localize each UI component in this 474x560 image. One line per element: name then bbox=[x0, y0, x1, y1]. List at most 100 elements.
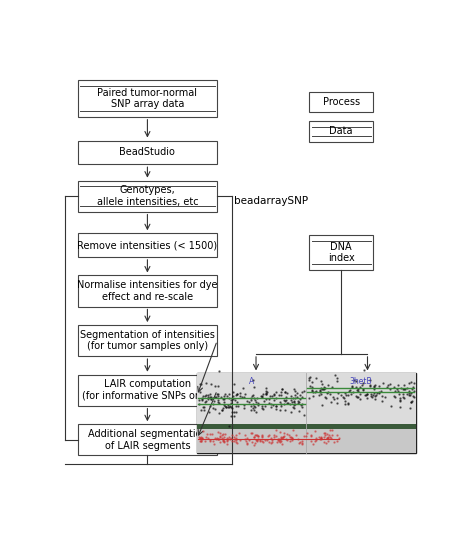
Point bbox=[399, 393, 407, 402]
Point bbox=[273, 394, 280, 403]
Point bbox=[286, 432, 294, 441]
Point bbox=[304, 429, 311, 438]
Point bbox=[315, 433, 322, 442]
Point bbox=[277, 402, 284, 410]
Point bbox=[198, 395, 206, 404]
Point bbox=[223, 436, 231, 445]
Point bbox=[341, 394, 348, 403]
Point bbox=[292, 386, 299, 395]
Point bbox=[248, 428, 255, 437]
Point bbox=[328, 397, 335, 406]
Text: Segmentation of intensities
(for tumor samples only): Segmentation of intensities (for tumor s… bbox=[80, 330, 215, 351]
Point bbox=[298, 393, 305, 402]
Point bbox=[229, 388, 237, 396]
Point bbox=[410, 379, 418, 388]
Point bbox=[369, 391, 377, 400]
Point bbox=[228, 430, 236, 439]
Point bbox=[290, 403, 298, 412]
Point bbox=[196, 433, 204, 442]
Point bbox=[258, 431, 265, 440]
Point bbox=[214, 390, 221, 399]
Point bbox=[250, 394, 257, 403]
Point bbox=[344, 391, 351, 400]
Point bbox=[359, 384, 367, 393]
Point bbox=[252, 396, 259, 405]
Text: 3hetB: 3hetB bbox=[350, 377, 372, 386]
Point bbox=[224, 433, 231, 442]
Point bbox=[310, 391, 317, 400]
Point bbox=[232, 407, 239, 416]
Point bbox=[290, 385, 298, 394]
Point bbox=[397, 403, 404, 412]
Point bbox=[321, 393, 328, 402]
Point bbox=[254, 432, 262, 441]
Point bbox=[334, 389, 342, 398]
Point bbox=[264, 387, 271, 396]
Point bbox=[263, 390, 270, 399]
Point bbox=[334, 376, 341, 385]
Point bbox=[271, 389, 278, 398]
Point bbox=[273, 432, 280, 441]
Point bbox=[333, 430, 341, 439]
Bar bbox=[309, 121, 374, 142]
Point bbox=[219, 433, 226, 442]
Point bbox=[396, 394, 404, 403]
Point bbox=[224, 402, 232, 411]
Point bbox=[330, 394, 337, 403]
Point bbox=[272, 388, 280, 396]
Point bbox=[256, 436, 264, 445]
Point bbox=[211, 382, 219, 391]
Point bbox=[391, 393, 398, 402]
Point bbox=[279, 432, 287, 441]
Point bbox=[388, 402, 395, 411]
Point bbox=[300, 410, 308, 419]
Point bbox=[227, 398, 235, 407]
Point bbox=[278, 440, 286, 449]
Point bbox=[270, 401, 277, 410]
Point bbox=[323, 389, 331, 398]
Point bbox=[228, 394, 236, 403]
Point bbox=[373, 388, 381, 397]
Point bbox=[228, 436, 236, 445]
Point bbox=[339, 393, 346, 402]
Point bbox=[360, 366, 368, 375]
Point bbox=[383, 382, 391, 391]
Point bbox=[282, 395, 290, 404]
Point bbox=[208, 394, 215, 403]
Point bbox=[231, 407, 238, 416]
Point bbox=[337, 391, 344, 400]
Point bbox=[281, 400, 288, 409]
Point bbox=[200, 426, 207, 435]
Point bbox=[247, 429, 255, 438]
Point bbox=[282, 393, 290, 402]
Point bbox=[207, 392, 215, 401]
Point bbox=[196, 436, 204, 445]
Point bbox=[324, 388, 331, 397]
Point bbox=[302, 432, 310, 441]
Point bbox=[235, 402, 242, 410]
Point bbox=[323, 434, 331, 443]
Point bbox=[346, 385, 354, 394]
Point bbox=[391, 391, 398, 400]
Point bbox=[345, 399, 352, 408]
Point bbox=[250, 382, 258, 391]
Point bbox=[316, 390, 323, 399]
Point bbox=[216, 433, 224, 442]
Point bbox=[220, 437, 228, 446]
Point bbox=[317, 434, 325, 443]
Point bbox=[259, 404, 266, 413]
Point bbox=[241, 435, 249, 444]
Point bbox=[328, 433, 335, 442]
Point bbox=[322, 393, 329, 402]
Point bbox=[410, 391, 417, 400]
Point bbox=[294, 398, 301, 407]
Point bbox=[240, 393, 248, 402]
Point bbox=[204, 391, 211, 400]
Point bbox=[233, 390, 240, 399]
Point bbox=[349, 388, 356, 396]
Point bbox=[219, 430, 227, 439]
Point bbox=[262, 386, 270, 395]
Point bbox=[215, 366, 223, 375]
Point bbox=[204, 433, 211, 442]
Point bbox=[363, 390, 370, 399]
